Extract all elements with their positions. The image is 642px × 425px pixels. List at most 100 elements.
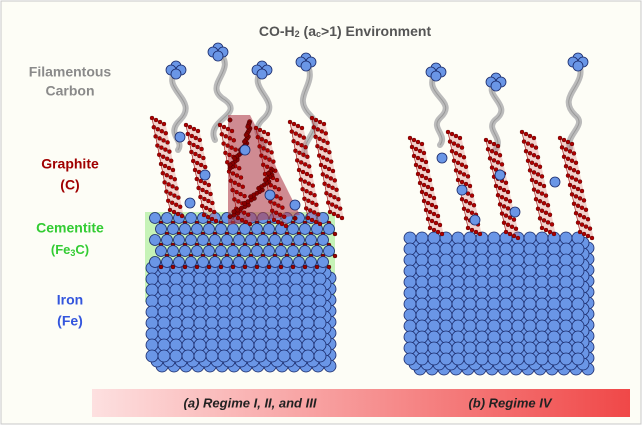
iron-atom — [241, 283, 255, 297]
iron-atom — [415, 308, 429, 322]
carbon-atom — [189, 133, 195, 139]
carbon-atom — [207, 207, 213, 213]
carbon-atom — [585, 233, 591, 239]
iron-atom — [289, 305, 303, 319]
iron-atom — [145, 349, 159, 363]
carbon-atom — [579, 205, 585, 211]
iron-atom — [511, 253, 525, 267]
carbon-atom — [280, 205, 285, 210]
iron-atom — [289, 316, 303, 330]
iron-atom — [475, 319, 489, 333]
carbon-atom — [505, 189, 511, 195]
carbon-atom — [465, 174, 471, 179]
iron-atom — [241, 294, 255, 308]
iron-atom — [535, 352, 549, 366]
label: (Fe) — [57, 313, 83, 329]
iron-atom — [229, 327, 243, 341]
carbon-atom — [265, 164, 270, 170]
carbon-atom — [457, 152, 463, 158]
carbon-atom — [304, 188, 309, 194]
carbon-atom — [157, 119, 163, 125]
carbon-atom — [236, 165, 242, 171]
iron-atom — [511, 264, 525, 278]
iron-atom — [191, 245, 203, 257]
iron-atom — [265, 327, 279, 341]
iron-atom — [217, 283, 231, 297]
carbon-atom — [164, 156, 170, 162]
iron-atom — [463, 319, 477, 333]
iron-atom — [157, 283, 171, 297]
carbon-atom — [227, 152, 232, 158]
carbon-atom — [171, 209, 177, 215]
iron-atom — [571, 286, 585, 300]
iron-atom — [547, 286, 561, 300]
iron-atom — [475, 275, 489, 289]
iron-atom — [313, 316, 327, 330]
iron-atom — [205, 316, 219, 330]
iron-atom — [490, 80, 502, 92]
title-part: >1) Environment — [321, 23, 431, 39]
carbon-atom — [547, 229, 553, 235]
iron-atom — [203, 245, 215, 257]
iron-atom — [403, 308, 417, 322]
iron-atom — [199, 169, 211, 181]
iron-atom — [499, 341, 513, 355]
iron-atom — [571, 275, 585, 289]
iron-atom — [523, 264, 537, 278]
iron-atom — [161, 234, 173, 246]
carbon-atom — [254, 264, 260, 270]
iron-atom — [547, 297, 561, 311]
iron-atom — [451, 330, 465, 344]
carbon-atom — [231, 209, 237, 215]
carbon-atom — [210, 200, 215, 206]
iron-atom — [277, 327, 291, 341]
iron-atom — [193, 327, 207, 341]
carbon-atom — [455, 160, 461, 166]
carbon-atom — [487, 139, 493, 145]
carbon-atom — [313, 117, 319, 123]
iron-atom — [313, 327, 327, 341]
carbon-atom — [330, 185, 335, 191]
carbon-atom — [227, 136, 233, 141]
carbon-atom — [176, 195, 181, 200]
iron-atom — [301, 294, 315, 308]
iron-atom — [571, 341, 585, 355]
carbon-atom — [505, 206, 511, 211]
carbon-atom — [439, 231, 445, 237]
iron-atom — [181, 349, 195, 363]
carbon-atom — [427, 209, 433, 215]
iron-atom — [523, 319, 537, 333]
iron-atom — [559, 352, 573, 366]
iron-atom — [547, 253, 561, 267]
carbon-atom — [425, 168, 431, 174]
iron-atom — [181, 316, 195, 330]
carbon-atom — [543, 227, 549, 233]
iron-atom — [155, 223, 167, 235]
iron-atom — [299, 223, 311, 235]
iron-atom — [511, 275, 525, 289]
carbon-atom — [539, 174, 545, 179]
iron-atom — [287, 223, 299, 235]
iron-atom — [185, 256, 197, 268]
carbon-atom — [314, 264, 320, 270]
iron-atom — [221, 256, 233, 268]
iron-atom — [511, 308, 525, 322]
iron-atom — [145, 272, 159, 286]
iron-atom — [439, 308, 453, 322]
carbon-atom — [229, 145, 234, 150]
graphite-bond — [185, 124, 205, 216]
carbon-atom — [435, 213, 441, 219]
carbon-atom — [330, 168, 336, 174]
carbon-atom — [327, 149, 332, 155]
carbon-atom — [527, 133, 533, 139]
carbon-atom — [319, 145, 324, 151]
carbon-atom — [297, 133, 302, 138]
carbon-atom — [203, 205, 209, 211]
iron-atom — [173, 256, 185, 268]
iron-atom — [157, 294, 171, 308]
carbon-atom — [194, 264, 200, 270]
carbon-atom — [583, 207, 589, 213]
carbon-atom — [431, 211, 437, 217]
iron-atom — [181, 272, 195, 286]
